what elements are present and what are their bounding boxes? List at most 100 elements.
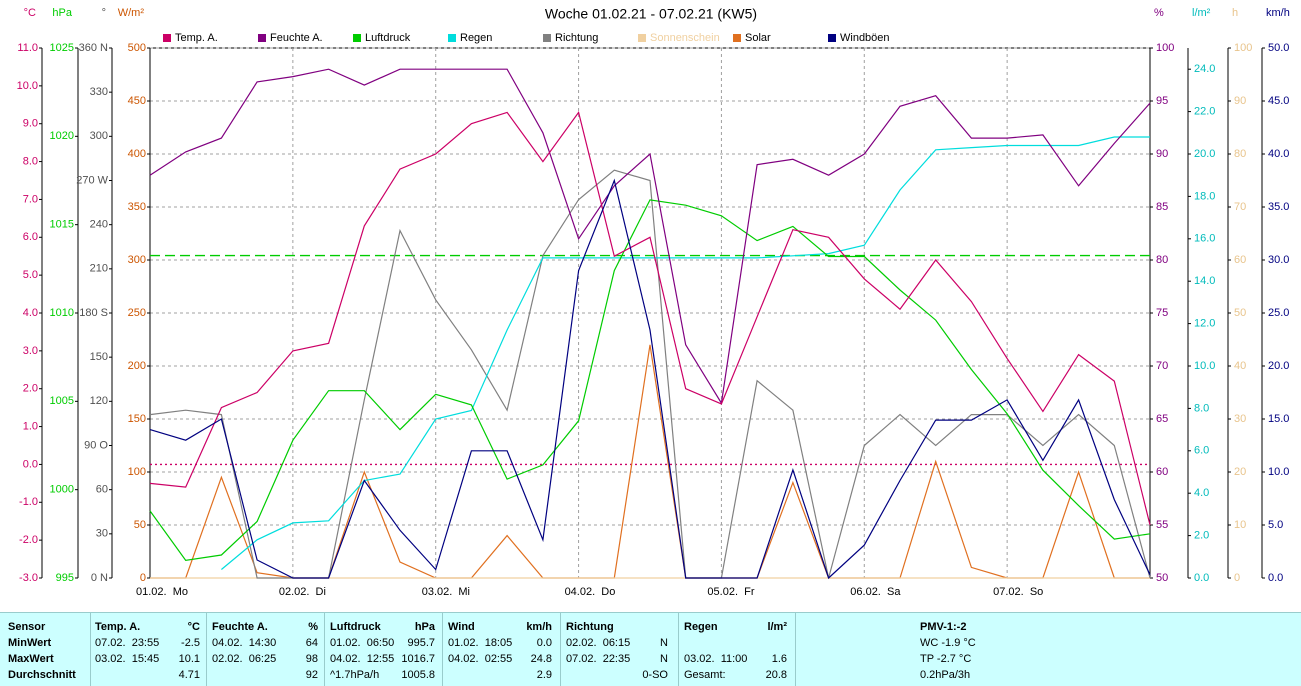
y-tick-label: 240	[90, 219, 108, 231]
y-tick-label: 4.0	[1194, 487, 1209, 499]
y-tick-label: 80	[1156, 254, 1168, 266]
series-line	[149, 199, 1151, 561]
cell-time: 02.02. 06:15	[566, 637, 631, 649]
y-tick-label: 100	[1234, 42, 1252, 54]
cell-value: N	[660, 653, 668, 665]
series-line	[149, 111, 1151, 526]
y-tick-label: 50	[1156, 572, 1168, 584]
y-tick-label: 1025	[50, 42, 74, 54]
y-tick-label: 0	[1234, 572, 1240, 584]
y-tick-label: 20	[1234, 466, 1246, 478]
series-line	[149, 178, 1151, 580]
y-tick-label: 11.0	[17, 42, 38, 54]
cell-time: 01.02. 06:50	[330, 637, 395, 649]
y-tick-label: 350	[128, 201, 146, 213]
column-separator	[90, 613, 91, 686]
column-separator	[324, 613, 325, 686]
chart: Woche 01.02.21 - 07.02.21 (KW5) 01.02. M…	[17, 6, 1290, 598]
cell-time: Gesamt:	[684, 669, 726, 681]
y-tick-label: 85	[1156, 201, 1168, 213]
y-tick-label: 2.0	[1194, 530, 1209, 542]
x-tick-label: 07.02. So	[993, 586, 1043, 598]
y-tick-label: 0.0	[23, 458, 38, 470]
y-tick-label: 8.0	[23, 155, 38, 167]
cell-value: N	[660, 637, 668, 649]
y-tick-label: 55	[1156, 519, 1168, 531]
legend-swatch	[733, 34, 741, 42]
cell-value: 92	[305, 669, 318, 681]
column-separator	[560, 613, 561, 686]
y-tick-label: 0.0	[1268, 572, 1283, 584]
cell-value: -2.5	[181, 637, 200, 649]
axis-unit: l/m²	[1192, 7, 1211, 19]
legend-label: Temp. A.	[175, 32, 218, 44]
y-tick-label: 0 N	[91, 572, 108, 584]
chart-title: Woche 01.02.21 - 07.02.21 (KW5)	[545, 6, 757, 22]
y-tick-label: 15.0	[1268, 413, 1289, 425]
y-tick-label: 16.0	[1194, 233, 1215, 245]
legend-swatch	[163, 34, 171, 42]
y-tick-label: 35.0	[1268, 201, 1289, 213]
cell-time: TP -2.7 °C	[920, 653, 972, 665]
cell-value: 98	[305, 653, 318, 665]
y-tick-label: 14.0	[1194, 275, 1215, 287]
x-tick-label: 05.02. Fr	[707, 586, 754, 598]
header-name: Temp. A.	[95, 621, 141, 633]
y-tick-label: 70	[1156, 360, 1168, 372]
cell-value: 24.8	[530, 653, 552, 665]
row-label: MinWert	[8, 637, 52, 649]
header-name: Regen	[684, 621, 718, 633]
header-unit: km/h	[526, 621, 552, 633]
y-tick-label: 6.0	[1194, 445, 1209, 457]
cell-value: 20.8	[765, 669, 787, 681]
y-tick-label: 360 N	[79, 42, 108, 54]
y-tick-label: 18.0	[1194, 190, 1215, 202]
y-tick-label: 330	[90, 86, 108, 98]
y-tick-label: 50	[134, 519, 146, 531]
y-tick-label: -2.0	[19, 534, 38, 546]
y-tick-label: 90	[1156, 148, 1168, 160]
y-tick-label: 100	[1156, 42, 1174, 54]
y-tick-label: 300	[90, 130, 108, 142]
y-tick-label: 1005	[50, 395, 74, 407]
axis-unit: h	[1232, 7, 1238, 19]
x-tick-label: 06.02. Sa	[850, 586, 901, 598]
cell-time: WC -1.9 °C	[920, 637, 976, 649]
header-name: Luftdruck	[330, 621, 381, 633]
x-tick-label: 02.02. Di	[279, 586, 326, 598]
cell-time: 04.02. 02:55	[448, 653, 513, 665]
y-tick-label: 400	[128, 148, 146, 160]
column-separator	[206, 613, 207, 686]
y-tick-label: 100	[128, 466, 146, 478]
y-tick-label: 1010	[50, 307, 74, 319]
y-tick-label: 9.0	[23, 118, 38, 130]
cell-value: 2.9	[536, 669, 552, 681]
y-tick-label: 22.0	[1194, 106, 1215, 118]
row-label: MaxWert	[8, 653, 54, 665]
header-name: Wind	[448, 621, 475, 633]
y-tick-label: 70	[1234, 201, 1246, 213]
legend-label: Richtung	[555, 32, 598, 44]
cell-time: 0.2hPa/3h	[920, 669, 971, 681]
legend-label: Windböen	[840, 32, 890, 44]
cell-value: 995.7	[407, 637, 435, 649]
y-tick-label: -3.0	[19, 572, 38, 584]
y-tick-label: 270 W	[76, 174, 108, 186]
y-tick-label: 250	[128, 307, 146, 319]
axis-unit: hPa	[52, 7, 72, 19]
y-tick-label: 1.0	[23, 420, 38, 432]
y-tick-label: 90 O	[84, 439, 108, 451]
y-tick-label: 25.0	[1268, 307, 1289, 319]
legend-swatch	[448, 34, 456, 42]
cell-value: 0-SO	[642, 669, 668, 681]
y-tick-label: 1020	[50, 130, 74, 142]
y-tick-label: 1015	[50, 219, 74, 231]
cell-value: 0.0	[536, 637, 552, 649]
cell-time: 04.02. 12:55	[330, 653, 395, 665]
summary-table: Sensor Temp. A. °C Feuchte A.% Luftdruck hPa W…	[0, 612, 1301, 686]
legend-label: Regen	[460, 32, 492, 44]
y-tick-label: 95	[1156, 95, 1168, 107]
cell-time: ^1.7hPa/h	[330, 669, 380, 681]
cell-time: 03.02. 15:45	[95, 653, 160, 665]
x-tick-label: 03.02. Mi	[422, 586, 470, 598]
